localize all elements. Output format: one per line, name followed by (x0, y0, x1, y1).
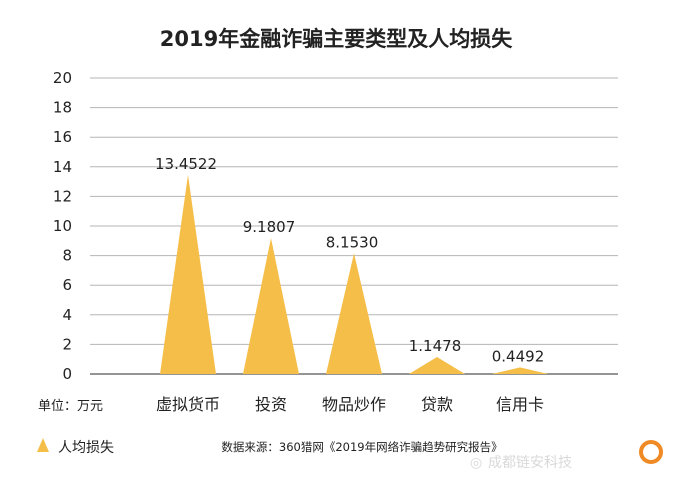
y-tick-label: 14 (53, 158, 72, 176)
watermark: ◎ 成都链安科技 (470, 440, 663, 471)
data-mark (492, 367, 548, 374)
y-tick-label: 16 (53, 128, 72, 146)
y-tick-label: 8 (62, 247, 72, 265)
data-mark (160, 174, 216, 374)
data-label: 13.4522 (155, 155, 217, 173)
y-unit-label: 单位：万元 (38, 399, 103, 414)
y-tick-label: 6 (62, 276, 72, 294)
data-mark (326, 253, 382, 374)
y-tick-label: 0 (62, 365, 72, 383)
data-label: 1.1478 (409, 337, 462, 355)
data-label: 8.1530 (326, 233, 379, 251)
logo-ring-icon (639, 440, 663, 464)
category-label: 虚拟货币 (156, 395, 220, 414)
watermark-text: 成都链安科技 (488, 455, 572, 471)
data-mark (409, 357, 465, 374)
data-label: 9.1807 (243, 218, 296, 236)
data-labels: 13.4522 9.1807 8.1530 1.1478 0.4492 (155, 155, 544, 365)
legend-swatch (37, 438, 49, 452)
legend: 人均损失 (37, 438, 114, 456)
category-label: 物品炒作 (322, 395, 386, 414)
y-tick-label: 4 (62, 306, 72, 324)
category-label: 贷款 (421, 395, 453, 414)
y-axis-ticks: 0 2 4 6 8 10 12 14 16 18 20 (53, 69, 72, 383)
y-tick-label: 20 (53, 69, 72, 87)
category-label: 信用卡 (496, 395, 544, 414)
y-tick-label: 12 (53, 187, 72, 205)
data-mark (243, 238, 299, 374)
category-labels: 虚拟货币 投资 物品炒作 贷款 信用卡 (156, 395, 544, 414)
source-note: 数据来源：360猎网《2019年网络诈骗趋势研究报告》 (221, 440, 502, 454)
y-tick-label: 2 (62, 335, 72, 353)
chart-title: 2019年金融诈骗主要类型及人均损失 (160, 27, 513, 51)
legend-label: 人均损失 (58, 440, 114, 456)
data-label: 0.4492 (492, 347, 545, 365)
series-marks (160, 174, 548, 374)
category-label: 投资 (255, 395, 287, 414)
weibo-icon: ◎ (470, 455, 482, 471)
y-tick-label: 18 (53, 99, 72, 117)
y-tick-label: 10 (53, 217, 72, 235)
